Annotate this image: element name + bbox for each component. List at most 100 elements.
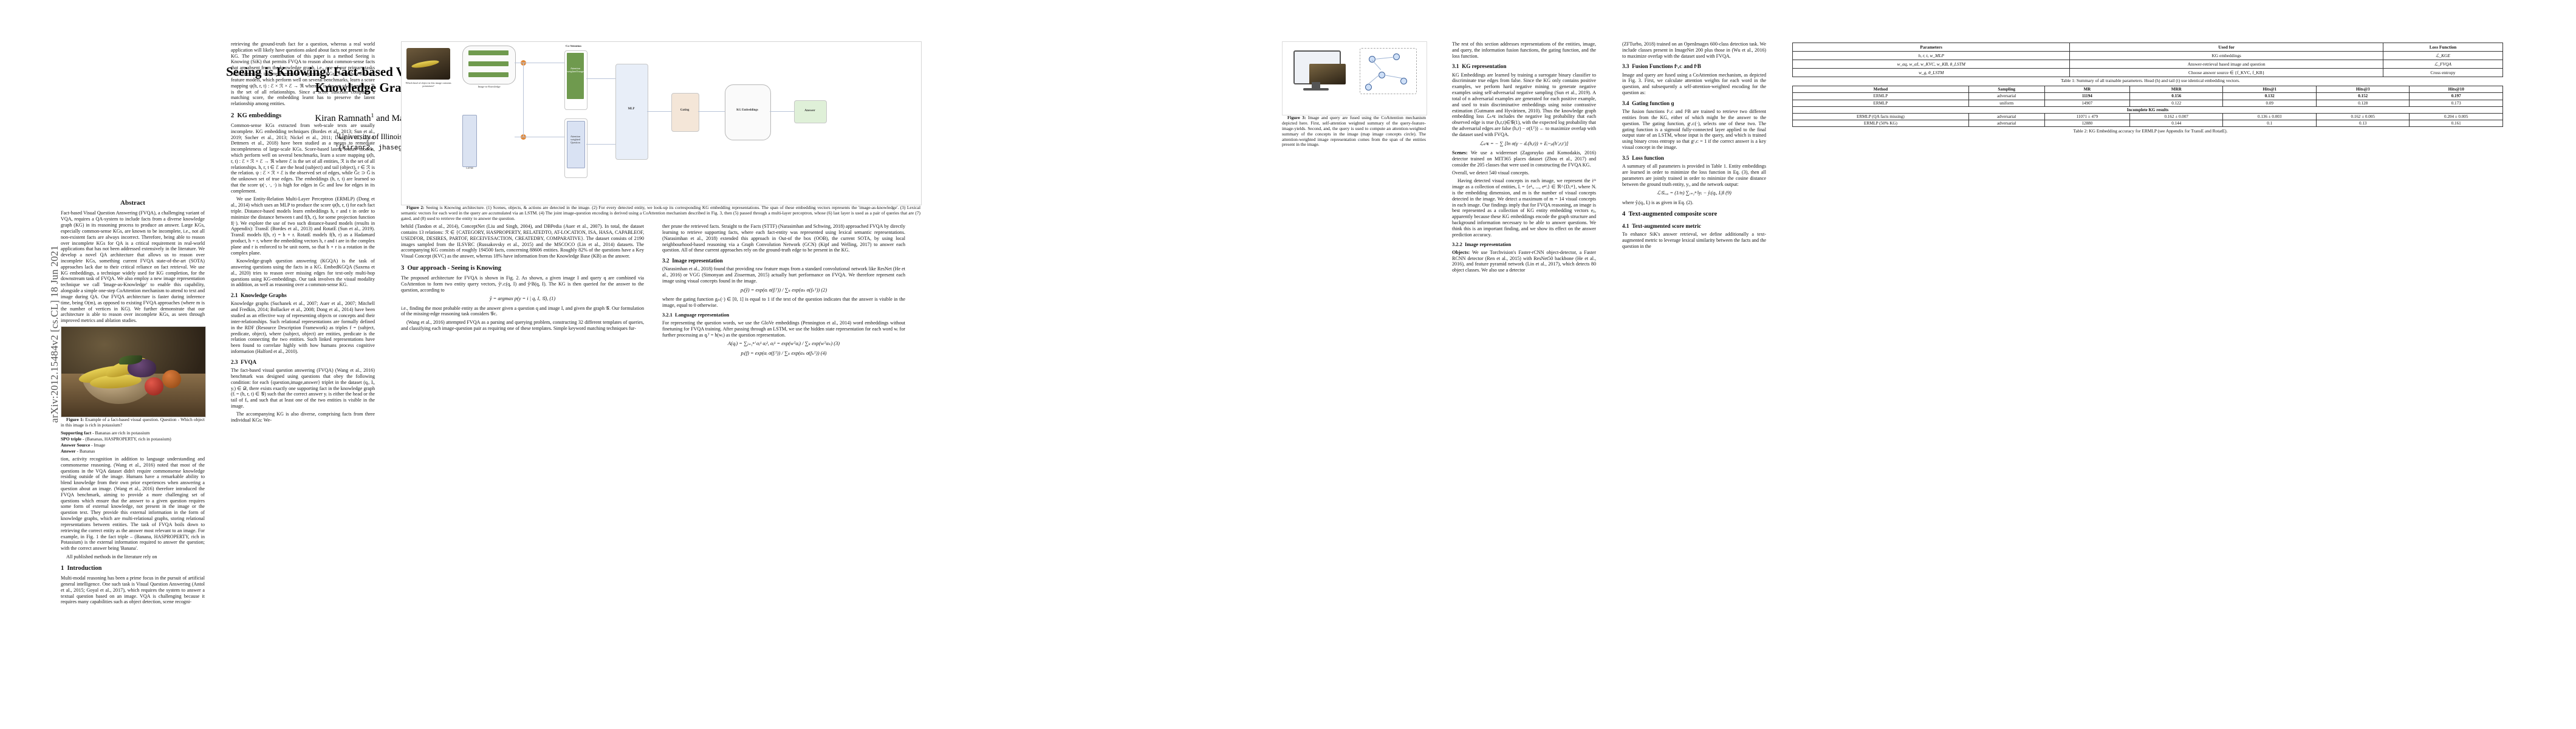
- cell: 0.204 ± 0.005: [2409, 112, 2503, 121]
- monitor-base: [1303, 88, 1329, 91]
- kg-node: [1365, 84, 1372, 91]
- email-marker: 1: [335, 142, 338, 148]
- kg-node: [1400, 78, 1407, 84]
- table-2-header-row: Method Sampling MR MRR Hits@1 Hits@3 Hit…: [1792, 86, 2503, 94]
- equation-3: A(qᵢ) = ∑ⱼ₌₁ⁿⁱ αⱼ¹ αⱼ², αⱼ¹ = exp(wᵀαⱼ) …: [727, 341, 840, 347]
- diagram-attn-image-label: Attention weighted Image: [567, 67, 584, 73]
- fvqa-paragraph-2: The accompanying KG is also diverse, com…: [231, 411, 375, 423]
- diagram-entity-bar: [468, 61, 509, 66]
- cell: ERMLP (50% KG): [1792, 120, 1969, 128]
- table-row: w_αq, w_αI, w_KVC, w_KB, θ_LSTM Answer-r…: [1792, 59, 2504, 69]
- table-1-col-parameters: Parameters: [1792, 43, 2071, 52]
- figure-3-label: Figure 3:: [1287, 115, 1306, 120]
- section-number: 1: [61, 565, 64, 572]
- table-2-col-sampling: Sampling: [1968, 86, 2045, 94]
- subsubsection-heading-language-representation: 3.2.1 Language representation: [662, 312, 905, 318]
- diagram-attn-image-block: [567, 53, 584, 99]
- overall-concepts-text: Overall, we detect 540 visual concepts.: [1452, 169, 1529, 176]
- diagram-connector: [586, 78, 615, 79]
- objects-label: Objects:: [1452, 249, 1470, 255]
- figure-1-image: [61, 326, 206, 418]
- diagram-connector: [647, 111, 671, 112]
- diagram-attn-question-label: Attention weighted Question: [570, 135, 581, 144]
- section-number: 3: [401, 265, 405, 272]
- table-2-col-mr: MR: [2044, 86, 2131, 94]
- section-heading-text-augmented: 4 Text-augmented composite score: [1622, 211, 1766, 219]
- section-title: Our approach - Seeing is Knowing: [407, 265, 502, 272]
- approach-paragraph-3: (Wang et al., 2016) attempted FVQA as a …: [401, 319, 644, 331]
- column-6-paragraph-1: (ZFTurbo, 2018) trained on an OpenImages…: [1622, 41, 1766, 59]
- table-1-col-used-for: Used for: [2069, 43, 2383, 52]
- column-5-paragraph-1: The rest of this section addresses repre…: [1452, 41, 1596, 59]
- fvqa-paragraph-1: The fact-based visual question answering…: [231, 368, 375, 409]
- table-row: ERMLP (50% KG) adversarial 12880 0.144 0…: [1792, 120, 2503, 128]
- subsubsection-number: 3.2.2: [1452, 241, 1462, 247]
- cell: 0.156: [2129, 92, 2224, 100]
- diagram-image-as-knowledge-label: Image-as-Knowledge: [478, 85, 501, 88]
- table-1-r2-loss: ℒ_FVQA: [2382, 59, 2504, 69]
- diagram-kg-label: KG Embeddings: [736, 109, 758, 112]
- equation-2: pᵢ(ŷ) = exp(αᵢ σ(fᵢᵀ)) / ∑ₖ exp(αₖ σ(fₖᵀ…: [740, 287, 827, 293]
- language-representation-paragraph: For representing the question words, we …: [662, 320, 905, 338]
- section-heading-introduction: 1 Introduction: [61, 565, 205, 573]
- gating-function-paragraph: The fusion functions fᵋᵥᴄ and fᵋB are tr…: [1622, 109, 1766, 151]
- table-2-section-label: Incomplete KG results: [1792, 106, 2503, 114]
- table-1-r2-params: w_αq, w_αI, w_KVC, w_KB, θ_LSTM: [1792, 59, 2071, 69]
- paper-content: Seeing is Knowing! Fact-based Visual Que…: [36, 17, 2540, 716]
- column-3-left: behild (Tandon et al., 2014), ConceptNet…: [401, 224, 644, 334]
- column-grid: Abstract Fact-based Visual Question Answ…: [36, 17, 2540, 716]
- leaf-icon: [118, 355, 142, 365]
- cell: ERMLP: [1792, 92, 1969, 100]
- column-6: (ZFTurbo, 2018) trained on an OpenImages…: [1622, 41, 1766, 252]
- section-title: Text-augmented composite score: [1628, 211, 1718, 218]
- cell: adversarial: [1968, 120, 2045, 128]
- table-row: h, r, t, w_MLP KG embeddings ℒ_KGE: [1792, 50, 2504, 60]
- kg-embeddings-paragraph-1: Common-sense KGs extracted from web-scal…: [231, 122, 375, 194]
- diagram-answer-card: [794, 100, 827, 123]
- kg-edge: [1371, 60, 1382, 70]
- table-1-r2-usedfor: Answer-retrieval based image and questio…: [2069, 59, 2383, 69]
- table-2-col-mrr: MRR: [2129, 86, 2224, 94]
- subsection-title: Loss function: [1632, 154, 1664, 161]
- diagram-gating-card: [671, 93, 699, 132]
- table-1-r3-params: w_g, θ_LSTM: [1792, 67, 2071, 77]
- introduction-paragraph: Multi-modal reasoning has been a prime f…: [61, 575, 205, 605]
- column-1-last-paragraph: All published methods in the literature …: [66, 553, 157, 560]
- subsection-title: Image representation: [672, 258, 723, 264]
- approach-paragraph-1: The proposed architecture for FVQA is sh…: [401, 275, 644, 293]
- approach-paragraph-2: i.e., finding the most probable entity a…: [401, 305, 644, 317]
- image-as-knowledge-paragraph: Having detected visual concepts in each …: [1452, 178, 1596, 238]
- equation-5: ℒ𝒢ᵥᵤₐ = (1/n) ∑ᵢ₌₁ⁿ ‖yᵢ − ŷᵢ(qᵢ, Iᵢ)‖ (9…: [1657, 190, 1732, 196]
- cell: 0.122: [2129, 99, 2224, 107]
- kg-representation-paragraph: KG Embeddings are learned by training a …: [1452, 72, 1596, 137]
- cell: ERMLP: [1792, 99, 1969, 107]
- diagram-lstm-label: LSTM: [466, 166, 473, 169]
- spo-triple-label: SPO triple: [61, 436, 81, 442]
- subsection-number: 3.5: [1622, 154, 1629, 161]
- table-1-header-row: Parameters Used for Loss Function: [1792, 43, 2504, 52]
- diagram-entity-bar: [468, 72, 509, 77]
- diagram-coattention-title: Co-Attention: [566, 44, 581, 47]
- figure-3-caption: Figure 3: Image and query are fused usin…: [1282, 115, 1426, 148]
- column-3-paragraph-1: behild (Tandon et al., 2014), ConceptNet…: [401, 224, 644, 259]
- subsection-number: 3.1: [1452, 63, 1459, 70]
- table-1-r1-usedfor: KG embeddings: [2069, 50, 2383, 60]
- kg-edge: [1368, 74, 1380, 84]
- subsection-heading-loss-function: 3.5 Loss function: [1622, 155, 1766, 162]
- figure-3-coattention-diagram: [1282, 41, 1427, 115]
- table-row: ERMLP adversarial 11194 0.156 0.132 0.15…: [1792, 92, 2503, 100]
- cell: 0.128: [2315, 99, 2410, 107]
- diagram-attn-question-block: [567, 121, 585, 168]
- cell: 0.173: [2409, 99, 2503, 107]
- cell: adversarial: [1968, 92, 2045, 100]
- cell: 14907: [2044, 99, 2131, 107]
- figure-2-caption: Figure 2: Seeing is Knowing architecture…: [401, 205, 920, 222]
- diagram-answer-label: Answer: [804, 109, 815, 112]
- column-3: Which kind of object in this image conta…: [401, 41, 922, 356]
- cell: 11194: [2044, 92, 2131, 100]
- section-title: Introduction: [67, 565, 102, 572]
- table-2-label: Table 2:: [2073, 128, 2088, 134]
- cell: 0.13: [2315, 120, 2410, 128]
- diagram-connector: [770, 111, 794, 112]
